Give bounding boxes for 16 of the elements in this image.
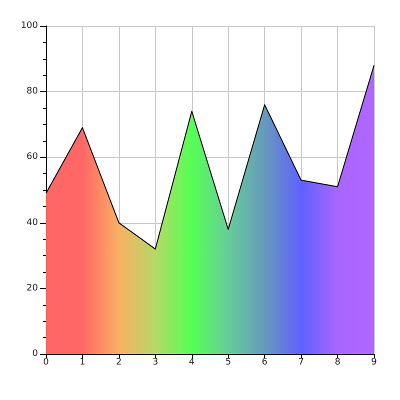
y-tick-label: 20 — [26, 283, 38, 294]
y-tick-label: 60 — [26, 152, 38, 162]
y-tick-label: 80 — [26, 86, 38, 97]
y-tick-label: 40 — [26, 218, 38, 228]
x-tick-label: 8 — [334, 358, 341, 368]
x-tick-label: 0 — [43, 358, 50, 368]
x-tick-label: 5 — [225, 358, 232, 368]
y-tick-label: 0 — [32, 349, 38, 359]
y-tick-label: 100 — [20, 21, 38, 31]
x-tick-label: 2 — [116, 358, 122, 368]
x-tick-label: 9 — [371, 358, 378, 368]
x-tick-label: 1 — [80, 358, 86, 368]
x-tick-label: 3 — [152, 358, 158, 368]
x-tick-label: 6 — [262, 358, 268, 368]
x-tick-label: 4 — [188, 358, 195, 368]
x-tick-label: 7 — [298, 358, 304, 368]
